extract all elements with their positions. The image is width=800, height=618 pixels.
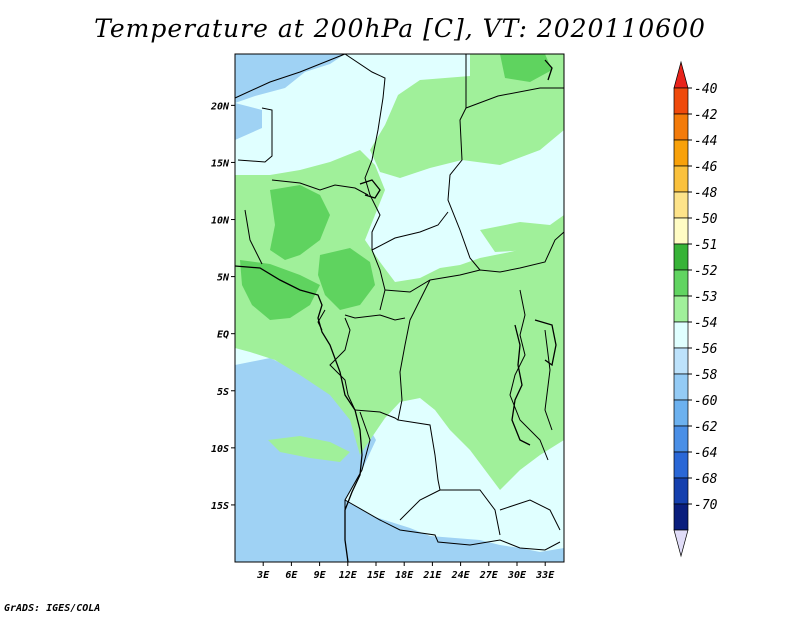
colorbar-label: -48 — [694, 186, 718, 201]
colorbar-swatch — [673, 477, 689, 505]
lon-tick-label: 3E — [256, 570, 270, 581]
coastline — [234, 59, 557, 563]
colorbar-label: -44 — [694, 134, 717, 149]
colorbar-swatch — [673, 113, 689, 141]
colorbar-swatch — [673, 399, 689, 427]
lat-tick-label: 15N — [211, 158, 230, 169]
colorbar-label: -46 — [694, 160, 718, 175]
map-axes: 3E 6E 9E 12E 15E 18E 21E 24E 27E 30E 33E 20N 15N 10N 5… — [210, 101, 555, 581]
map-frame — [234, 53, 565, 563]
colorbar-swatch — [673, 373, 689, 401]
colorbar-swatch — [673, 243, 689, 271]
colorbar: -40 -42 -44 -46 -48 -50 -51 -52 -53 -54 -56 -58 -60 -… — [673, 60, 718, 558]
country-borders — [234, 53, 565, 551]
colorbar-swatch — [673, 165, 689, 193]
colorbar-top-arrow — [673, 60, 689, 89]
colorbar-label: -70 — [694, 498, 718, 513]
colorbar-swatch — [673, 139, 689, 167]
colorbar-label: -54 — [694, 316, 717, 331]
lon-tick-label: 21E — [422, 570, 442, 581]
colorbar-label: -58 — [694, 368, 718, 383]
colorbar-swatch — [673, 295, 689, 323]
lon-tick-label: 18E — [395, 570, 414, 581]
colorbar-bottom-arrow — [673, 529, 689, 558]
colorbar-label: -60 — [694, 394, 718, 409]
colorbar-swatch — [673, 217, 689, 245]
colorbar-label: -40 — [694, 82, 718, 97]
colorbar-label: -64 — [694, 446, 717, 461]
colorbar-label: -56 — [694, 342, 718, 357]
colorbar-swatch — [673, 269, 689, 297]
colorbar-label: -52 — [694, 264, 718, 279]
colorbar-swatch — [673, 321, 689, 349]
warm-region — [240, 54, 552, 320]
lat-tick-label: 10N — [211, 216, 230, 227]
colorbar-label: -68 — [694, 472, 718, 487]
lat-tick-label: 5N — [217, 273, 230, 284]
lon-tick-label: 24E — [451, 570, 471, 581]
lat-tick-label: EQ — [217, 330, 229, 341]
credit-label: GrADS: IGES/COLA — [4, 603, 101, 614]
colorbar-label: -51 — [694, 238, 717, 253]
colorbar-label: -62 — [694, 420, 718, 435]
lon-tick-label: 33E — [535, 570, 555, 581]
lat-tick-label: 15S — [211, 501, 229, 512]
lon-tick-label: 6E — [285, 570, 298, 581]
lon-tick-label: 15E — [367, 570, 386, 581]
map-panel — [234, 53, 565, 563]
colorbar-swatch — [673, 191, 689, 219]
colorbar-swatch — [673, 503, 689, 531]
colorbar-swatch — [673, 451, 689, 479]
lat-tick-label: 5S — [217, 387, 229, 398]
colorbar-swatch — [673, 87, 689, 115]
colorbar-swatch — [673, 425, 689, 453]
lat-tick-label: 10S — [211, 444, 229, 455]
lon-tick-label: 12E — [339, 570, 358, 581]
colorbar-label: -50 — [694, 212, 718, 227]
chart-title: Temperature at 200hPa [C], VT: 202011060… — [94, 14, 706, 43]
colorbar-label: -42 — [694, 108, 718, 123]
lat-tick-label: 20N — [210, 101, 230, 112]
lon-tick-label: 27E — [479, 570, 499, 581]
lon-tick-label: 30E — [507, 570, 527, 581]
lon-tick-label: 9E — [314, 570, 327, 581]
colorbar-swatch — [673, 347, 689, 375]
cold-region — [235, 54, 564, 562]
colorbar-label: -53 — [694, 290, 717, 305]
